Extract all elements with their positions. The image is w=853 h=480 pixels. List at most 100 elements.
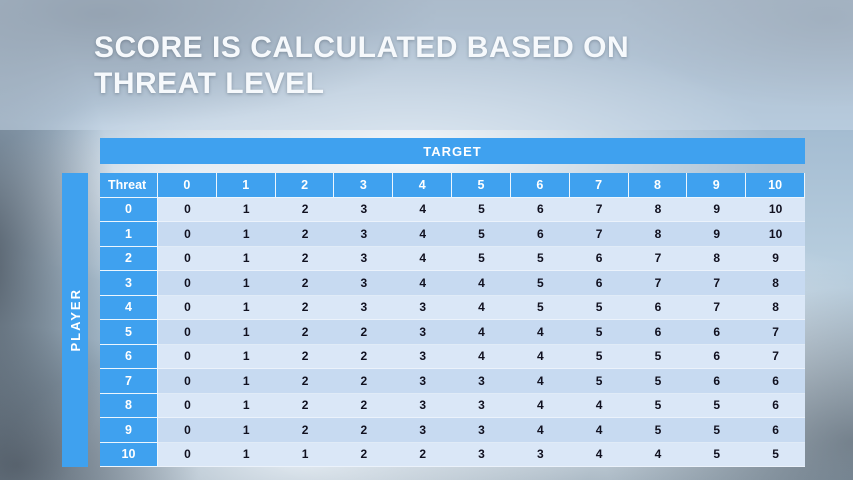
score-cell: 2: [275, 418, 335, 443]
score-cell: 9: [687, 222, 747, 247]
score-cell: 3: [393, 393, 453, 418]
score-cell: 2: [334, 369, 394, 394]
score-cell: 3: [334, 246, 394, 271]
score-cell: 7: [628, 246, 688, 271]
player-row-header: 9: [100, 418, 158, 443]
score-cell: 7: [687, 295, 747, 320]
score-cell: 5: [687, 393, 747, 418]
slide-title: SCORE IS CALCULATED BASED ON THREAT LEVE…: [94, 30, 734, 102]
score-cell: 4: [569, 442, 629, 467]
score-cell: 2: [275, 369, 335, 394]
target-col-header: 8: [628, 173, 688, 198]
score-cell: 2: [275, 197, 335, 222]
threat-corner-header: Threat: [100, 173, 158, 198]
target-col-header: 0: [158, 173, 217, 198]
score-cell: 2: [393, 442, 453, 467]
score-cell: 0: [158, 271, 217, 296]
score-cell: 3: [452, 418, 511, 443]
slide-title-line-2: THREAT LEVEL: [94, 67, 325, 100]
score-cell: 5: [628, 393, 688, 418]
score-cell: 8: [687, 246, 747, 271]
score-cell: 0: [158, 393, 217, 418]
target-col-header: 6: [510, 173, 570, 198]
target-col-header: 4: [393, 173, 453, 198]
score-cell: 2: [275, 393, 335, 418]
score-cell: 5: [628, 369, 688, 394]
score-cell: 1: [216, 344, 276, 369]
player-row-header: 0: [100, 197, 158, 222]
score-cell: 8: [628, 222, 688, 247]
score-cell: 5: [628, 418, 688, 443]
score-cell: 5: [687, 418, 747, 443]
score-cell: 4: [510, 418, 570, 443]
target-axis-header: TARGET: [100, 138, 805, 164]
score-cell: 0: [158, 418, 217, 443]
score-cell: 5: [687, 442, 747, 467]
score-cell: 4: [452, 271, 511, 296]
score-cell: 2: [334, 418, 394, 443]
score-cell: 2: [334, 442, 394, 467]
player-row-header: 6: [100, 344, 158, 369]
score-cell: 5: [452, 246, 511, 271]
score-cell: 3: [334, 197, 394, 222]
score-cell: 8: [746, 295, 805, 320]
player-row-header: 3: [100, 271, 158, 296]
score-cell: 4: [510, 393, 570, 418]
target-col-header: 1: [216, 173, 276, 198]
score-cell: 6: [510, 222, 570, 247]
score-cell: 1: [216, 295, 276, 320]
score-cell: 10: [746, 197, 805, 222]
score-cell: 0: [158, 320, 217, 345]
score-cell: 10: [746, 222, 805, 247]
score-cell: 0: [158, 295, 217, 320]
score-cell: 0: [158, 369, 217, 394]
score-cell: 4: [510, 369, 570, 394]
score-cell: 1: [216, 222, 276, 247]
score-cell: 7: [687, 271, 747, 296]
score-cell: 3: [452, 393, 511, 418]
score-cell: 6: [687, 369, 747, 394]
target-col-header: 10: [746, 173, 805, 198]
score-cell: 1: [216, 271, 276, 296]
score-cell: 6: [746, 418, 805, 443]
score-cell: 4: [393, 271, 453, 296]
score-cell: 6: [628, 320, 688, 345]
player-row-header: 2: [100, 246, 158, 271]
score-cell: 3: [510, 442, 570, 467]
score-cell: 6: [628, 295, 688, 320]
score-cell: 4: [569, 418, 629, 443]
target-col-header: 2: [275, 173, 335, 198]
player-row-header: 5: [100, 320, 158, 345]
score-cell: 1: [216, 197, 276, 222]
score-cell: 4: [393, 246, 453, 271]
score-cell: 5: [569, 320, 629, 345]
score-cell: 2: [334, 320, 394, 345]
score-cell: 1: [216, 320, 276, 345]
score-cell: 7: [628, 271, 688, 296]
score-cell: 4: [452, 295, 511, 320]
score-cell: 6: [569, 246, 629, 271]
score-cell: 3: [393, 295, 453, 320]
score-cell: 2: [275, 246, 335, 271]
player-axis-header: PLAYER: [62, 173, 88, 467]
score-cell: 3: [393, 418, 453, 443]
score-cell: 3: [334, 271, 394, 296]
score-cell: 6: [687, 344, 747, 369]
score-cell: 2: [334, 393, 394, 418]
score-cell: 5: [452, 222, 511, 247]
player-row-header: 8: [100, 393, 158, 418]
player-row-header: 1: [100, 222, 158, 247]
score-cell: 2: [275, 320, 335, 345]
score-cell: 4: [569, 393, 629, 418]
score-cell: 3: [393, 369, 453, 394]
score-cell: 8: [746, 271, 805, 296]
score-cell: 1: [275, 442, 335, 467]
score-cell: 5: [746, 442, 805, 467]
score-cell: 1: [216, 369, 276, 394]
score-cell: 7: [746, 320, 805, 345]
score-cell: 2: [275, 222, 335, 247]
score-cell: 0: [158, 222, 217, 247]
target-col-header: 3: [334, 173, 394, 198]
score-cell: 4: [510, 344, 570, 369]
